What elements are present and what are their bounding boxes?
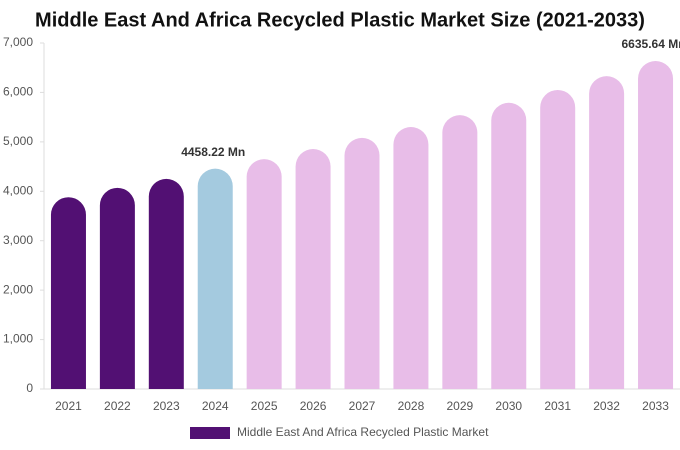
y-tick-label: 0 bbox=[26, 381, 33, 395]
y-tick-label: 3,000 bbox=[3, 233, 33, 247]
x-tick-label: 2024 bbox=[202, 399, 229, 413]
x-tick-label: 2028 bbox=[398, 399, 425, 413]
bar bbox=[148, 178, 184, 389]
bar bbox=[344, 137, 380, 389]
y-tick-label: 4,000 bbox=[3, 183, 33, 197]
bar bbox=[246, 159, 282, 389]
x-tick-label: 2026 bbox=[300, 399, 327, 413]
x-tick-label: 2022 bbox=[104, 399, 131, 413]
x-tick-label: 2033 bbox=[642, 399, 669, 413]
bar bbox=[589, 76, 625, 389]
bar bbox=[442, 115, 478, 389]
y-tick-label: 1,000 bbox=[3, 332, 33, 346]
bar bbox=[491, 102, 527, 390]
bar bbox=[197, 168, 233, 389]
bar bbox=[99, 187, 135, 389]
x-tick-label: 2023 bbox=[153, 399, 180, 413]
bar bbox=[50, 197, 86, 389]
x-tick-label: 2025 bbox=[251, 399, 278, 413]
x-tick-label: 2030 bbox=[495, 399, 522, 413]
x-tick-label: 2021 bbox=[55, 399, 82, 413]
chart-title: Middle East And Africa Recycled Plastic … bbox=[35, 9, 645, 31]
x-tick-label: 2031 bbox=[544, 399, 571, 413]
bar bbox=[638, 61, 674, 390]
bar bbox=[295, 149, 331, 389]
data-label: 6635.64 Mn bbox=[622, 37, 680, 51]
legend-swatch bbox=[190, 427, 230, 439]
y-tick-label: 6,000 bbox=[3, 85, 33, 99]
y-tick-label: 7,000 bbox=[3, 35, 33, 49]
x-tick-label: 2027 bbox=[349, 399, 376, 413]
x-tick-label: 2029 bbox=[446, 399, 473, 413]
bar bbox=[393, 127, 429, 389]
legend-label: Middle East And Africa Recycled Plastic … bbox=[237, 425, 489, 439]
bar bbox=[540, 89, 576, 389]
y-tick-label: 2,000 bbox=[3, 282, 33, 296]
x-tick-label: 2032 bbox=[593, 399, 620, 413]
y-tick-label: 5,000 bbox=[3, 134, 33, 148]
data-label: 4458.22 Mn bbox=[181, 145, 245, 159]
